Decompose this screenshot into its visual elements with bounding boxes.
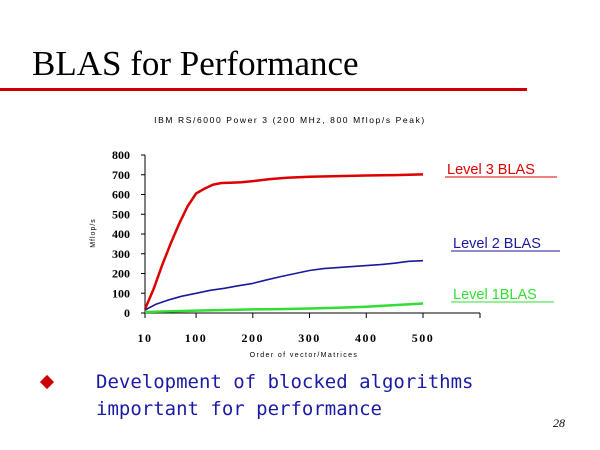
y-tick-label: 600 xyxy=(112,188,130,202)
y-tick-label: 400 xyxy=(112,227,130,241)
y-tick-label: 500 xyxy=(112,207,130,221)
x-tick-label: 10 xyxy=(138,331,153,345)
legend-entry: Level 2 BLAS xyxy=(453,236,541,252)
y-axis-label: Mflop/s xyxy=(90,218,97,248)
x-tick-label: 500 xyxy=(412,331,435,345)
y-tick-label: 0 xyxy=(124,306,130,320)
chart-series xyxy=(143,173,424,314)
title-rule xyxy=(0,88,527,91)
series-line xyxy=(144,259,424,311)
chart-legend: Level 3 BLAS Level 2 BLAS Level 1BLAS xyxy=(445,162,560,303)
chart-title: IBM RS/6000 Power 3 (200 MHz, 800 Mflop/… xyxy=(154,115,426,125)
y-tick-label: 800 xyxy=(112,148,130,162)
y-tick-label: 300 xyxy=(112,247,130,261)
chart-axes: 0 100 200 300 400 500 600 700 800 10 100 200 300 400 5… xyxy=(112,148,481,345)
series-line xyxy=(143,173,424,310)
slide-title: BLAS for Performance xyxy=(32,44,359,83)
y-tick-label: 100 xyxy=(112,286,130,300)
x-tick-label: 100 xyxy=(185,331,208,345)
bullet-text: Development of blocked algorithms import… xyxy=(96,371,474,420)
x-tick-label: 200 xyxy=(242,331,265,345)
x-tick-label: 400 xyxy=(355,331,378,345)
legend-entry: Level 3 BLAS xyxy=(447,162,535,178)
series-line xyxy=(144,302,424,314)
y-tick-label: 700 xyxy=(112,168,130,182)
page-number: 28 xyxy=(553,416,565,430)
legend-entry: Level 1BLAS xyxy=(453,287,537,303)
y-tick-label: 200 xyxy=(112,267,130,281)
x-tick-label: 300 xyxy=(298,331,321,345)
x-axis-label: Order of vector/Matrices xyxy=(250,352,359,359)
